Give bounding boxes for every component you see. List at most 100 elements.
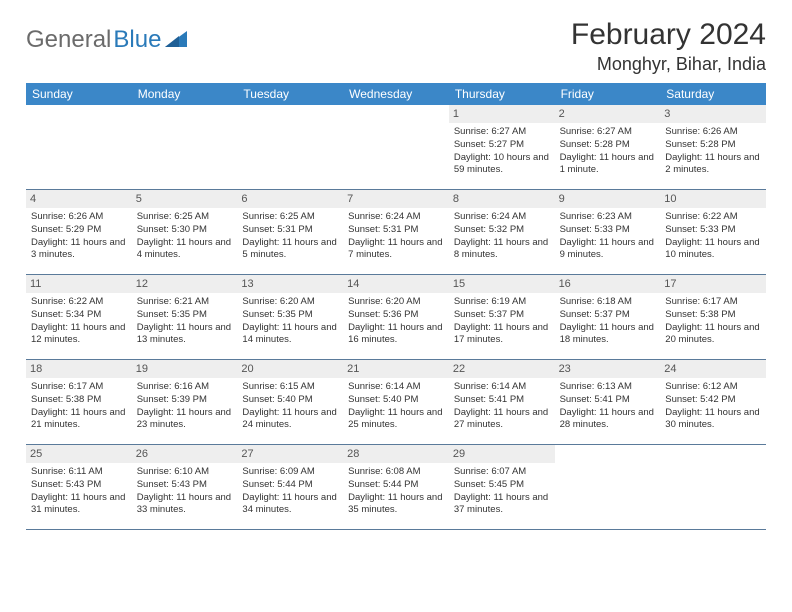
day-details: Sunrise: 6:09 AMSunset: 5:44 PMDaylight:… bbox=[239, 466, 341, 517]
day-cell: 11 Sunrise: 6:22 AMSunset: 5:34 PMDayligh… bbox=[26, 275, 132, 359]
sunrise-line: Sunrise: 6:27 AM bbox=[454, 126, 550, 139]
day-number: 1 bbox=[449, 105, 555, 123]
day-details: Sunrise: 6:17 AMSunset: 5:38 PMDaylight:… bbox=[28, 381, 130, 432]
day-number: 22 bbox=[449, 360, 555, 378]
daylight-line: Daylight: 11 hours and 27 minutes. bbox=[454, 407, 550, 433]
location-label: Monghyr, Bihar, India bbox=[571, 54, 766, 75]
sunset-line: Sunset: 5:31 PM bbox=[242, 224, 338, 237]
day-details: Sunrise: 6:12 AMSunset: 5:42 PMDaylight:… bbox=[662, 381, 764, 432]
sunrise-line: Sunrise: 6:11 AM bbox=[31, 466, 127, 479]
weekday-wednesday: Wednesday bbox=[343, 83, 449, 105]
daylight-line: Daylight: 11 hours and 16 minutes. bbox=[348, 322, 444, 348]
sunrise-line: Sunrise: 6:25 AM bbox=[242, 211, 338, 224]
day-cell: 20Sunrise: 6:15 AMSunset: 5:40 PMDayligh… bbox=[237, 360, 343, 444]
day-number: 18 bbox=[26, 360, 132, 378]
day-cell bbox=[132, 105, 238, 189]
logo-text-part2: Blue bbox=[113, 26, 161, 54]
daylight-line: Daylight: 11 hours and 34 minutes. bbox=[242, 492, 338, 518]
title-block: February 2024 Monghyr, Bihar, India bbox=[571, 18, 766, 75]
sunset-line: Sunset: 5:43 PM bbox=[137, 479, 233, 492]
day-cell: 19Sunrise: 6:16 AMSunset: 5:39 PMDayligh… bbox=[132, 360, 238, 444]
day-details: Sunrise: 6:26 AMSunset: 5:28 PMDaylight:… bbox=[662, 126, 764, 177]
day-details: Sunrise: 6:22 AMSunset: 5:33 PMDaylight:… bbox=[662, 211, 764, 262]
day-cell: 4Sunrise: 6:26 AMSunset: 5:29 PMDaylight… bbox=[26, 190, 132, 274]
sunrise-line: Sunrise: 6:27 AM bbox=[560, 126, 656, 139]
day-details: Sunrise: 6:07 AMSunset: 5:45 PMDaylight:… bbox=[451, 466, 553, 517]
day-details: Sunrise: 6:27 AMSunset: 5:27 PMDaylight:… bbox=[451, 126, 553, 177]
day-details: Sunrise: 6:19 AMSunset: 5:37 PMDaylight:… bbox=[451, 296, 553, 347]
sunset-line: Sunset: 5:38 PM bbox=[31, 394, 127, 407]
day-cell: 23Sunrise: 6:13 AMSunset: 5:41 PMDayligh… bbox=[555, 360, 661, 444]
day-details: Sunrise: 6:16 AMSunset: 5:39 PMDaylight:… bbox=[134, 381, 236, 432]
day-cell bbox=[660, 445, 766, 529]
day-details: Sunrise: 6:24 AMSunset: 5:32 PMDaylight:… bbox=[451, 211, 553, 262]
day-number: 13 bbox=[237, 275, 343, 293]
sunset-line: Sunset: 5:27 PM bbox=[454, 139, 550, 152]
day-cell: 21Sunrise: 6:14 AMSunset: 5:40 PMDayligh… bbox=[343, 360, 449, 444]
logo-text-part1: General bbox=[26, 26, 111, 54]
day-details: Sunrise: 6:23 AMSunset: 5:33 PMDaylight:… bbox=[557, 211, 659, 262]
daylight-line: Daylight: 11 hours and 20 minutes. bbox=[665, 322, 761, 348]
day-number: 2 bbox=[555, 105, 661, 123]
sunset-line: Sunset: 5:28 PM bbox=[665, 139, 761, 152]
day-details: Sunrise: 6:13 AMSunset: 5:41 PMDaylight:… bbox=[557, 381, 659, 432]
daylight-line: Daylight: 11 hours and 21 minutes. bbox=[31, 407, 127, 433]
daylight-line: Daylight: 10 hours and 59 minutes. bbox=[454, 152, 550, 178]
sunrise-line: Sunrise: 6:17 AM bbox=[665, 296, 761, 309]
day-cell: 25Sunrise: 6:11 AMSunset: 5:43 PMDayligh… bbox=[26, 445, 132, 529]
weekday-header-row: SundayMondayTuesdayWednesdayThursdayFrid… bbox=[26, 83, 766, 105]
day-number: 9 bbox=[555, 190, 661, 208]
sunrise-line: Sunrise: 6:24 AM bbox=[348, 211, 444, 224]
sunset-line: Sunset: 5:45 PM bbox=[454, 479, 550, 492]
day-details: Sunrise: 6:22 AMSunset: 5:34 PMDaylight:… bbox=[28, 296, 130, 347]
day-number: 5 bbox=[132, 190, 238, 208]
daylight-line: Daylight: 11 hours and 13 minutes. bbox=[137, 322, 233, 348]
day-number: 11 bbox=[26, 275, 132, 293]
day-cell bbox=[26, 105, 132, 189]
sunrise-line: Sunrise: 6:17 AM bbox=[31, 381, 127, 394]
day-number: 8 bbox=[449, 190, 555, 208]
day-number: 20 bbox=[237, 360, 343, 378]
daylight-line: Daylight: 11 hours and 28 minutes. bbox=[560, 407, 656, 433]
sunset-line: Sunset: 5:33 PM bbox=[560, 224, 656, 237]
daylight-line: Daylight: 11 hours and 8 minutes. bbox=[454, 237, 550, 263]
day-number: 4 bbox=[26, 190, 132, 208]
sunrise-line: Sunrise: 6:20 AM bbox=[348, 296, 444, 309]
day-details: Sunrise: 6:25 AMSunset: 5:30 PMDaylight:… bbox=[134, 211, 236, 262]
week-row: 4Sunrise: 6:26 AMSunset: 5:29 PMDaylight… bbox=[26, 190, 766, 275]
logo: GeneralBlue bbox=[26, 18, 187, 54]
day-number: 28 bbox=[343, 445, 449, 463]
day-number bbox=[132, 105, 238, 111]
sunrise-line: Sunrise: 6:22 AM bbox=[665, 211, 761, 224]
sunrise-line: Sunrise: 6:15 AM bbox=[242, 381, 338, 394]
day-cell: 12Sunrise: 6:21 AMSunset: 5:35 PMDayligh… bbox=[132, 275, 238, 359]
day-cell: 15Sunrise: 6:19 AMSunset: 5:37 PMDayligh… bbox=[449, 275, 555, 359]
day-number: 16 bbox=[555, 275, 661, 293]
sunset-line: Sunset: 5:30 PM bbox=[137, 224, 233, 237]
day-number: 29 bbox=[449, 445, 555, 463]
sunrise-line: Sunrise: 6:21 AM bbox=[137, 296, 233, 309]
week-row: 25Sunrise: 6:11 AMSunset: 5:43 PMDayligh… bbox=[26, 445, 766, 530]
daylight-line: Daylight: 11 hours and 3 minutes. bbox=[31, 237, 127, 263]
sunrise-line: Sunrise: 6:14 AM bbox=[454, 381, 550, 394]
sunset-line: Sunset: 5:36 PM bbox=[348, 309, 444, 322]
daylight-line: Daylight: 11 hours and 1 minute. bbox=[560, 152, 656, 178]
day-cell: 8 Sunrise: 6:24 AMSunset: 5:32 PMDaylight… bbox=[449, 190, 555, 274]
sunset-line: Sunset: 5:41 PM bbox=[454, 394, 550, 407]
day-cell: 24 Sunrise: 6:12 AMSunset: 5:42 PMDayligh… bbox=[660, 360, 766, 444]
sunrise-line: Sunrise: 6:20 AM bbox=[242, 296, 338, 309]
day-cell bbox=[343, 105, 449, 189]
day-details: Sunrise: 6:10 AMSunset: 5:43 PMDaylight:… bbox=[134, 466, 236, 517]
day-details: Sunrise: 6:17 AMSunset: 5:38 PMDaylight:… bbox=[662, 296, 764, 347]
day-number: 24 bbox=[660, 360, 766, 378]
calendar-grid: SundayMondayTuesdayWednesdayThursdayFrid… bbox=[26, 83, 766, 530]
day-cell: 22 Sunrise: 6:14 AMSunset: 5:41 PMDayligh… bbox=[449, 360, 555, 444]
day-cell: 28Sunrise: 6:08 AMSunset: 5:44 PMDayligh… bbox=[343, 445, 449, 529]
daylight-line: Daylight: 11 hours and 18 minutes. bbox=[560, 322, 656, 348]
sunset-line: Sunset: 5:28 PM bbox=[560, 139, 656, 152]
sunrise-line: Sunrise: 6:26 AM bbox=[31, 211, 127, 224]
weekday-saturday: Saturday bbox=[660, 83, 766, 105]
day-details: Sunrise: 6:20 AMSunset: 5:35 PMDaylight:… bbox=[239, 296, 341, 347]
sunrise-line: Sunrise: 6:16 AM bbox=[137, 381, 233, 394]
sunset-line: Sunset: 5:40 PM bbox=[242, 394, 338, 407]
